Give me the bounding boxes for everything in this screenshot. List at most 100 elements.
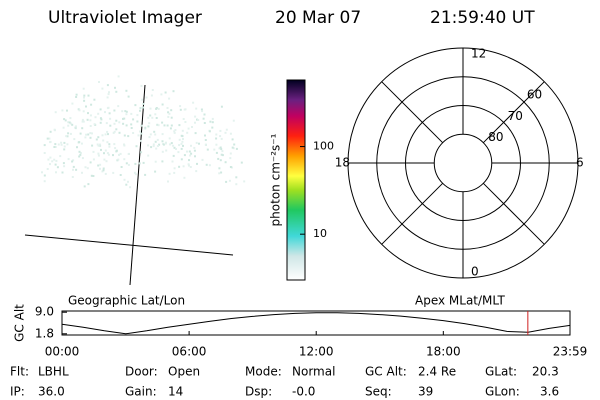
emission-dot (179, 105, 182, 108)
emission-dot (101, 87, 104, 90)
emission-dot (170, 116, 173, 119)
emission-dot (235, 176, 238, 179)
emission-dot (114, 86, 116, 89)
emission-dot (136, 114, 139, 117)
emission-dot (144, 173, 147, 176)
emission-dot (75, 93, 78, 96)
x-tick-label: 12:00 (299, 345, 334, 359)
emission-dot (240, 161, 243, 164)
info-label: Dsp: (245, 385, 272, 399)
emission-dot (157, 124, 160, 127)
emission-dot (158, 143, 161, 146)
info-label: Seq: (365, 385, 392, 399)
emission-dot (123, 144, 126, 147)
emission-dot (154, 170, 157, 173)
emission-dot (157, 107, 160, 110)
emission-dot (63, 141, 66, 144)
emission-dot (203, 122, 206, 124)
emission-dot (118, 153, 120, 156)
emission-dot (194, 155, 196, 158)
emission-dot (215, 133, 218, 136)
emission-dot (161, 121, 164, 124)
emission-dot (121, 110, 124, 113)
mlat-label: 60 (527, 88, 542, 102)
alt-line (61, 312, 571, 335)
emission-dot (97, 154, 100, 157)
emission-dot (99, 163, 102, 166)
emission-dot (168, 172, 171, 175)
emission-dot (165, 141, 167, 144)
emission-dot (67, 124, 70, 127)
mlat-ring (405, 105, 521, 221)
emission-dot (163, 124, 166, 127)
emission-dot (49, 163, 51, 166)
emission-dot (79, 132, 82, 135)
date: 20 Mar 07 (275, 8, 361, 28)
emission-dot (162, 143, 165, 146)
mlt-label: 6 (576, 156, 584, 170)
emission-dot (49, 130, 52, 133)
emission-dot (78, 109, 81, 112)
colorbar-tick-label: 10 (313, 227, 327, 240)
emission-dot (114, 147, 117, 150)
emission-dot (140, 124, 143, 127)
emission-dot (173, 167, 176, 170)
emission-dot (204, 139, 207, 141)
emission-dot (148, 122, 151, 125)
emission-dot (119, 152, 122, 155)
emission-dot (154, 160, 157, 163)
emission-dot (220, 171, 223, 174)
emission-dot (99, 143, 101, 146)
emission-dot (156, 145, 159, 147)
emission-dot (125, 162, 128, 165)
info-label: GC Alt: (365, 365, 407, 379)
emission-dot (43, 152, 46, 154)
emission-dot (194, 132, 197, 135)
emission-dot (75, 96, 78, 98)
emission-dot (108, 112, 111, 115)
emission-dot (72, 168, 74, 171)
emission-dot (167, 180, 169, 183)
emission-dot (219, 129, 222, 132)
emission-dot (122, 122, 125, 125)
emission-dot (204, 143, 207, 146)
emission-dot (62, 162, 65, 165)
emission-dot (105, 122, 108, 125)
emission-dot (225, 128, 228, 131)
instrument: Ultraviolet Imager (48, 8, 202, 28)
emission-dot (173, 130, 176, 133)
emission-dot (201, 158, 204, 161)
emission-dot (136, 120, 139, 123)
emission-dot (63, 148, 66, 151)
emission-dot (233, 143, 236, 146)
emission-dot (81, 120, 84, 123)
emission-dot (211, 121, 214, 124)
emission-dot (211, 117, 214, 120)
y-tick-label: 1.8 (35, 326, 54, 340)
emission-dot (169, 143, 172, 146)
emission-dot (48, 137, 51, 140)
emission-dot (168, 97, 171, 100)
emission-dot (99, 144, 102, 147)
emission-dot (87, 183, 90, 186)
emission-dot (137, 134, 140, 137)
info-value: Normal (292, 365, 335, 379)
emission-dot (112, 171, 115, 174)
emission-dot (154, 113, 157, 116)
emission-dot (130, 123, 133, 126)
emission-dot (65, 135, 68, 138)
emission-dot (140, 132, 143, 135)
emission-dot (201, 110, 204, 113)
emission-dot (89, 136, 92, 139)
colorbar-label: photon cm⁻²s⁻¹ (269, 133, 283, 226)
emission-dot (89, 119, 92, 122)
polar-spoke (381, 81, 444, 144)
emission-dot (202, 117, 205, 120)
emission-dot (208, 164, 211, 167)
colorbar-tick-label: 100 (313, 140, 334, 153)
emission-dot (178, 165, 181, 168)
emission-dot (78, 155, 81, 158)
emission-dot (83, 99, 86, 102)
emission-dot (218, 167, 221, 170)
